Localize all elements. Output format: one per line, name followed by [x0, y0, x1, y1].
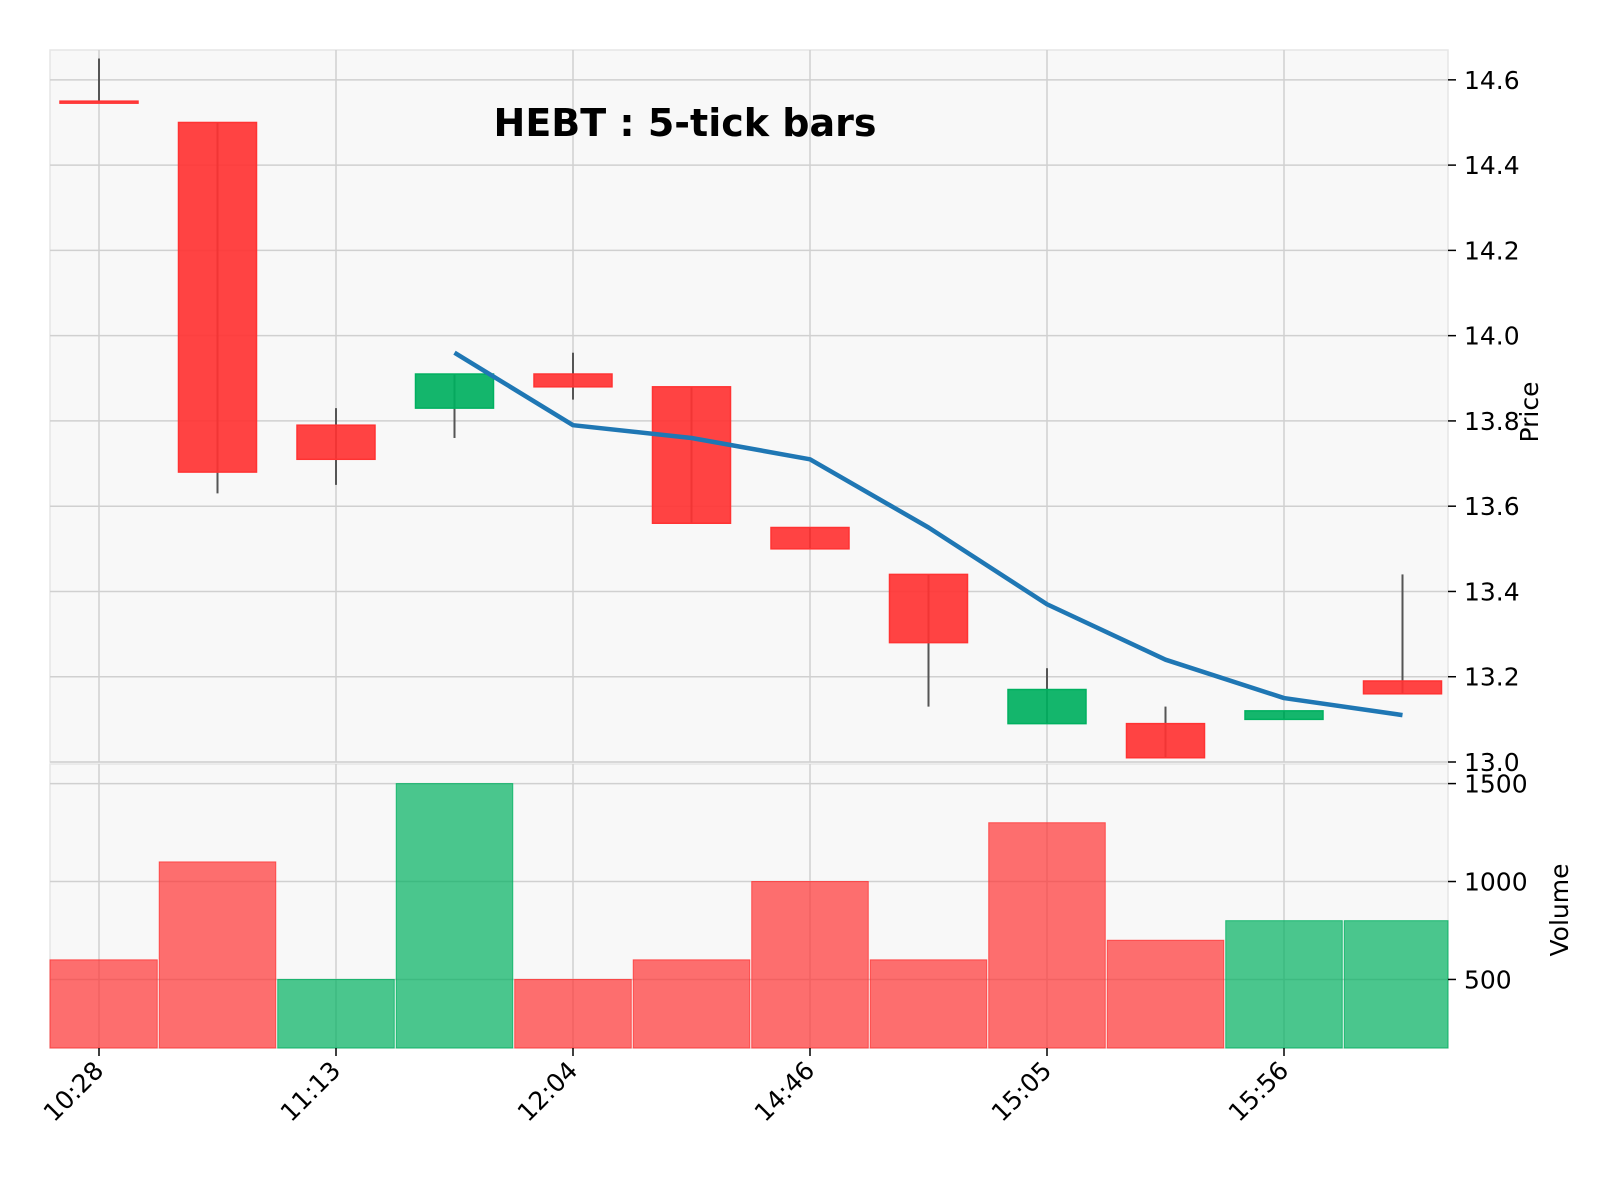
price-tick-label: 13.2	[1464, 663, 1520, 692]
moving-average-line	[453, 350, 1403, 718]
volume-tick-label: 1000	[1464, 868, 1528, 897]
candle-body	[59, 100, 139, 104]
volume-bar	[869, 959, 988, 1049]
volume-bar	[1225, 920, 1343, 1049]
volume-axis-label: Volume	[1545, 864, 1574, 957]
price-tick-label: 14.2	[1464, 236, 1520, 265]
volume-tick-label: 500	[1464, 965, 1512, 994]
candle-body	[414, 373, 495, 409]
candle-body	[888, 573, 969, 644]
volume-bar	[158, 861, 277, 1049]
price-tick-label: 14.4	[1464, 151, 1520, 180]
price-y-axis: 13.0 13.2 13.4 13.6 13.8 14.0 14.2 14.4 14.6	[1448, 66, 1520, 777]
candle-body	[296, 424, 376, 461]
volume-bar	[514, 978, 632, 1049]
candle-body	[533, 373, 613, 388]
x-tick-label: 15:56	[1223, 1056, 1294, 1127]
candle-body	[1007, 688, 1087, 725]
volume-y-axis: 500 1000 1500	[1448, 770, 1528, 994]
price-marks	[59, 58, 1443, 759]
candle-body	[1244, 710, 1324, 721]
volume-bar	[1343, 920, 1449, 1049]
volume-bar	[751, 881, 869, 1049]
x-tick-label: 14:46	[749, 1056, 820, 1127]
chart-title: HEBT : 5-tick bars	[494, 101, 877, 145]
candle-body	[770, 526, 850, 550]
volume-bar	[1106, 939, 1225, 1049]
price-tick-label: 14.0	[1464, 322, 1520, 351]
volume-marks	[49, 783, 1449, 1049]
candle-body	[1125, 722, 1206, 759]
price-tick-label: 13.8	[1464, 407, 1520, 436]
price-tick-label: 13.4	[1464, 577, 1520, 606]
price-axis-label: Price	[1515, 382, 1544, 443]
x-tick-label: 15:05	[986, 1056, 1057, 1127]
candle-body	[177, 121, 258, 473]
volume-bar	[277, 978, 395, 1049]
volume-tick-label: 1500	[1464, 770, 1528, 799]
volume-bar	[49, 959, 158, 1049]
volume-bar	[395, 783, 514, 1049]
x-tick-label: 11:13	[275, 1056, 346, 1127]
price-panel-background	[49, 49, 1449, 763]
volume-bar	[632, 959, 751, 1049]
price-tick-label: 13.0	[1464, 748, 1520, 777]
candle-body	[1362, 680, 1443, 695]
x-tick-label: 12:04	[512, 1056, 583, 1127]
volume-bar	[988, 822, 1106, 1049]
x-axis: 10:28 11:13 12:04 14:46 15:05 15:56	[38, 1048, 1294, 1127]
price-grid	[50, 50, 1448, 763]
x-tick-label: 10:28	[38, 1056, 109, 1127]
price-tick-label: 13.6	[1464, 492, 1520, 521]
price-tick-label: 14.6	[1464, 66, 1520, 95]
candle-body	[651, 386, 732, 524]
